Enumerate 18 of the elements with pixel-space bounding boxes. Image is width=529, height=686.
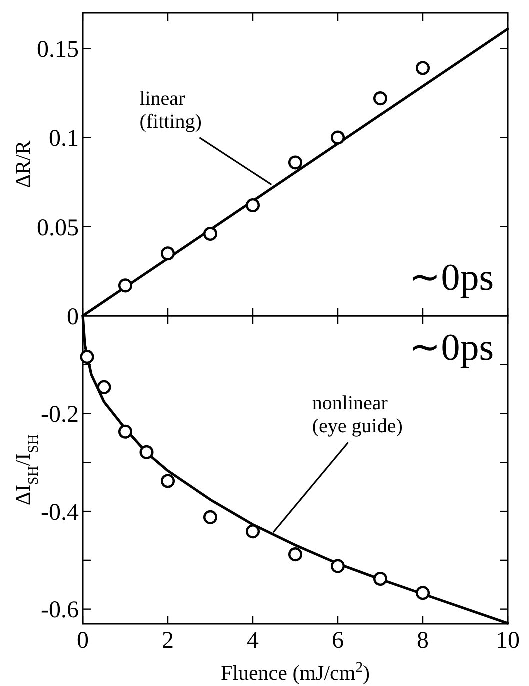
x-tick-label: 8 [417,628,429,654]
y-axis-title: ΔR/R [11,140,35,188]
y-tick-label: 0 [67,304,79,330]
x-axis-title: Fluence (mJ/cm$^{2}$) [220,660,370,685]
y-tick-label: 0.15 [37,37,79,64]
annotation: ∼0ps [409,257,494,299]
annotation: ∼0ps [409,327,494,369]
x-tick-label: 4 [247,628,259,654]
y-tick-label: -0.4 [41,500,79,526]
annotation: linear (fitting) [140,88,202,133]
y-tick-label: 0.1 [49,126,79,152]
y-tick-label: -0.6 [41,598,79,624]
y-tick-label: -0.2 [41,402,79,428]
x-tick-label: 2 [162,628,174,654]
y-tick-label: 0.05 [37,215,79,242]
annotation: nonlinear (eye guide) [312,392,403,438]
x-tick-label: 6 [332,628,344,654]
x-tick-label: 10 [496,628,520,654]
